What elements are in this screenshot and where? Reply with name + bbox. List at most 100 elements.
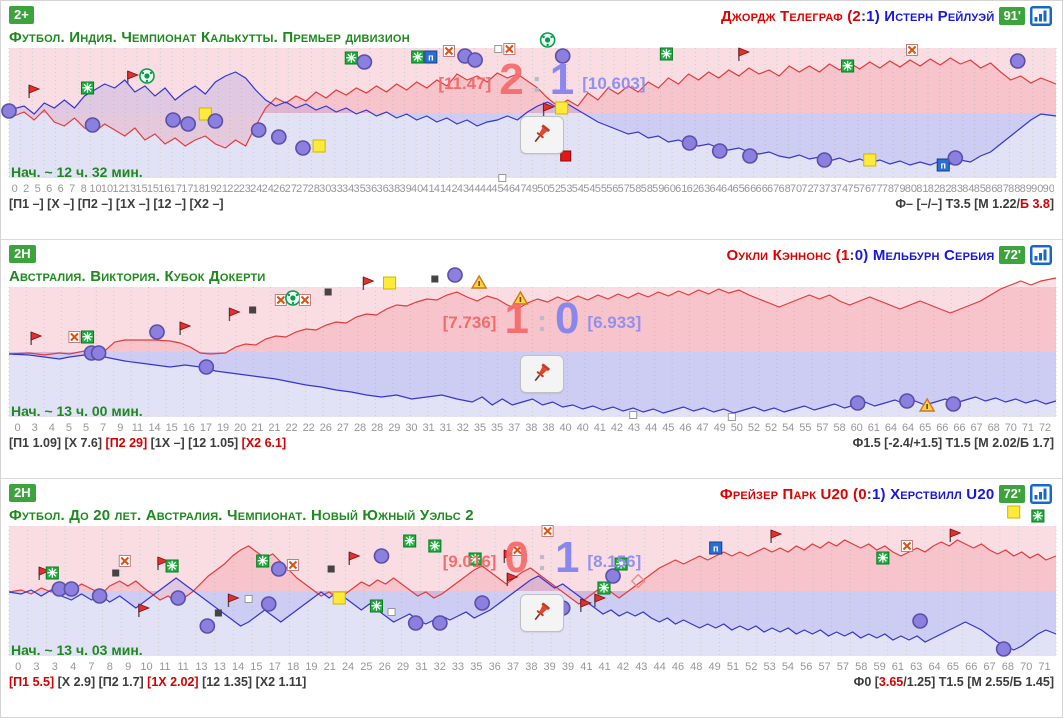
missed-shot-icon <box>286 559 299 571</box>
substitution-icon: ✳ <box>369 599 384 614</box>
corner-flag-icon <box>770 529 783 543</box>
minor-event-icon <box>629 411 638 419</box>
x-tick-label: 64 <box>901 422 915 434</box>
x-tick-label: 8 <box>80 183 87 195</box>
odds-right: Ф0 [3.65/1.25] Т1.5 [М 2.55/Б 1.45] <box>854 675 1054 689</box>
x-tick-label: 65 <box>732 183 745 195</box>
x-tick-label: 39 <box>543 661 556 673</box>
signal-bars-icon[interactable] <box>1030 245 1052 265</box>
match-title-link[interactable]: Оукли Кэннонс (1:0) Мельбурн Сербия <box>726 246 995 264</box>
pin-button[interactable] <box>519 594 564 632</box>
svg-text:✳: ✳ <box>346 51 357 66</box>
x-tick-label: 22 <box>302 422 315 434</box>
x-tick-label: 14 <box>231 661 245 673</box>
player-event-icon <box>170 590 186 606</box>
svg-text:✳: ✳ <box>404 534 415 549</box>
x-tick-label: 9 <box>125 661 132 673</box>
start-time: Нач. ~ 13 ч. 00 мин. <box>11 403 143 419</box>
missed-shot-icon <box>511 544 524 556</box>
corner-flag-icon <box>506 572 519 586</box>
match-title-link[interactable]: Джордж Телеграф (2:1) Истерн Рейлуэй <box>720 7 995 25</box>
match-title-link[interactable]: Фрейзер Парк U20 (0:1) Херствилл U20 <box>719 485 995 503</box>
x-tick-label: 13 <box>213 661 226 673</box>
x-tick-label: 74 <box>835 183 849 195</box>
corner-flag-icon <box>227 593 240 607</box>
away-team-name: Херствилл U20 <box>890 485 995 503</box>
minor-event-icon <box>494 45 503 53</box>
x-tick-label: 21 <box>251 422 264 434</box>
panel-header: 2Н Оукли Кэннонс (1:0) Мельбурн Сербия 7… <box>9 245 1054 267</box>
x-tick-label: 28 <box>353 422 367 434</box>
substitution-icon: ✳ <box>1031 509 1045 523</box>
x-tick-label: 55 <box>799 422 812 434</box>
x-tick-label: 67 <box>983 661 996 673</box>
x-tick-label: 29 <box>388 422 401 434</box>
player-event-icon <box>995 641 1012 657</box>
x-axis: 0 3 4 5 5 7 9 11 14 15 16 17 19 20 21 21 22 22 26 27 28 28 29 3… <box>9 420 1054 436</box>
diamond-event-icon <box>630 573 646 589</box>
x-tick-label: 67 <box>766 183 780 195</box>
x-tick-label: 77 <box>870 183 883 195</box>
missed-shot-icon <box>274 294 287 306</box>
x-tick-label: 6 <box>46 183 53 195</box>
player-event-icon <box>912 613 928 629</box>
svg-text:✳: ✳ <box>598 581 609 596</box>
svg-text:п: п <box>941 161 946 171</box>
x-tick-label: 68 <box>778 183 791 195</box>
x-tick-label: 17 <box>268 661 281 673</box>
x-tick-label: 35 <box>473 422 487 434</box>
minor-event-icon <box>498 174 507 182</box>
substitution-icon: ✳ <box>614 557 628 571</box>
missed-shot-icon <box>68 331 81 343</box>
signal-bars-icon[interactable] <box>1030 484 1052 504</box>
corner-flag-icon <box>949 528 962 542</box>
x-tick-label: 90 <box>1042 183 1054 195</box>
start-time: Нач. ~ 13 ч. 03 мин. <box>11 642 143 658</box>
x-tick-label: 21 <box>323 661 336 673</box>
player-event-icon <box>681 135 698 151</box>
x-tick-label: 15 <box>146 183 160 195</box>
match-panel: 2Н Фрейзер Парк U20 (0:1) Херствилл U20 … <box>1 479 1062 717</box>
x-tick-label: 28 <box>371 422 384 434</box>
pin-button[interactable] <box>519 116 564 154</box>
odds-value-highlighted: 3.65 <box>878 675 904 689</box>
player-event-icon <box>432 615 448 631</box>
x-tick-label: 12 <box>112 183 125 195</box>
dark-event-icon <box>214 609 222 617</box>
x-tick-label: 79 <box>893 183 906 195</box>
x-tick-label: 90 <box>1031 183 1044 195</box>
odds-value: [П1 1.09] [X 7.6] <box>9 436 106 450</box>
x-tick-label: 34 <box>342 183 355 195</box>
x-tick-label: 24 <box>250 183 263 195</box>
odds-value-highlighted: [П1 5.5] <box>9 675 55 689</box>
x-tick-label: 53 <box>763 661 776 673</box>
odds-right: Ф– [–/–] Т3.5 [М 1.22/Б 3.8] <box>895 197 1054 211</box>
x-tick-label: 89 <box>1019 183 1032 195</box>
league-title: Футбол. Индия. Чемпионат Калькутты. Прем… <box>9 29 410 46</box>
missed-shot-icon <box>298 294 312 306</box>
x-tick-label: 78 <box>881 183 895 195</box>
dark-event-icon <box>324 288 332 296</box>
x-tick-label: 66 <box>953 422 966 434</box>
player-event-icon <box>474 595 491 611</box>
home-goals: 2 <box>852 7 861 25</box>
x-tick-label: 60 <box>850 422 863 434</box>
x-tick-label: 64 <box>884 422 898 434</box>
x-tick-label: 61 <box>867 422 880 434</box>
signal-bars-icon[interactable] <box>1030 6 1052 26</box>
x-tick-label: 38 <box>542 422 555 434</box>
yellow-card-icon <box>555 101 569 115</box>
x-tick-label: 71 <box>1021 422 1035 434</box>
x-tick-label: 70 <box>1004 422 1017 434</box>
player-event-icon <box>63 581 80 597</box>
svg-text:✳: ✳ <box>371 599 382 614</box>
x-tick-label: 70 <box>789 183 803 195</box>
x-tick-label: 20 <box>234 422 247 434</box>
x-tick-label: 57 <box>836 661 850 673</box>
pin-button[interactable] <box>519 355 564 393</box>
odds-value: [X 2.9] [П2 1.7] <box>54 675 148 689</box>
x-tick-label: 32 <box>456 422 469 434</box>
player-event-icon <box>407 615 424 631</box>
x-tick-label: 66 <box>744 183 757 195</box>
x-tick-label: 7 <box>88 661 95 673</box>
